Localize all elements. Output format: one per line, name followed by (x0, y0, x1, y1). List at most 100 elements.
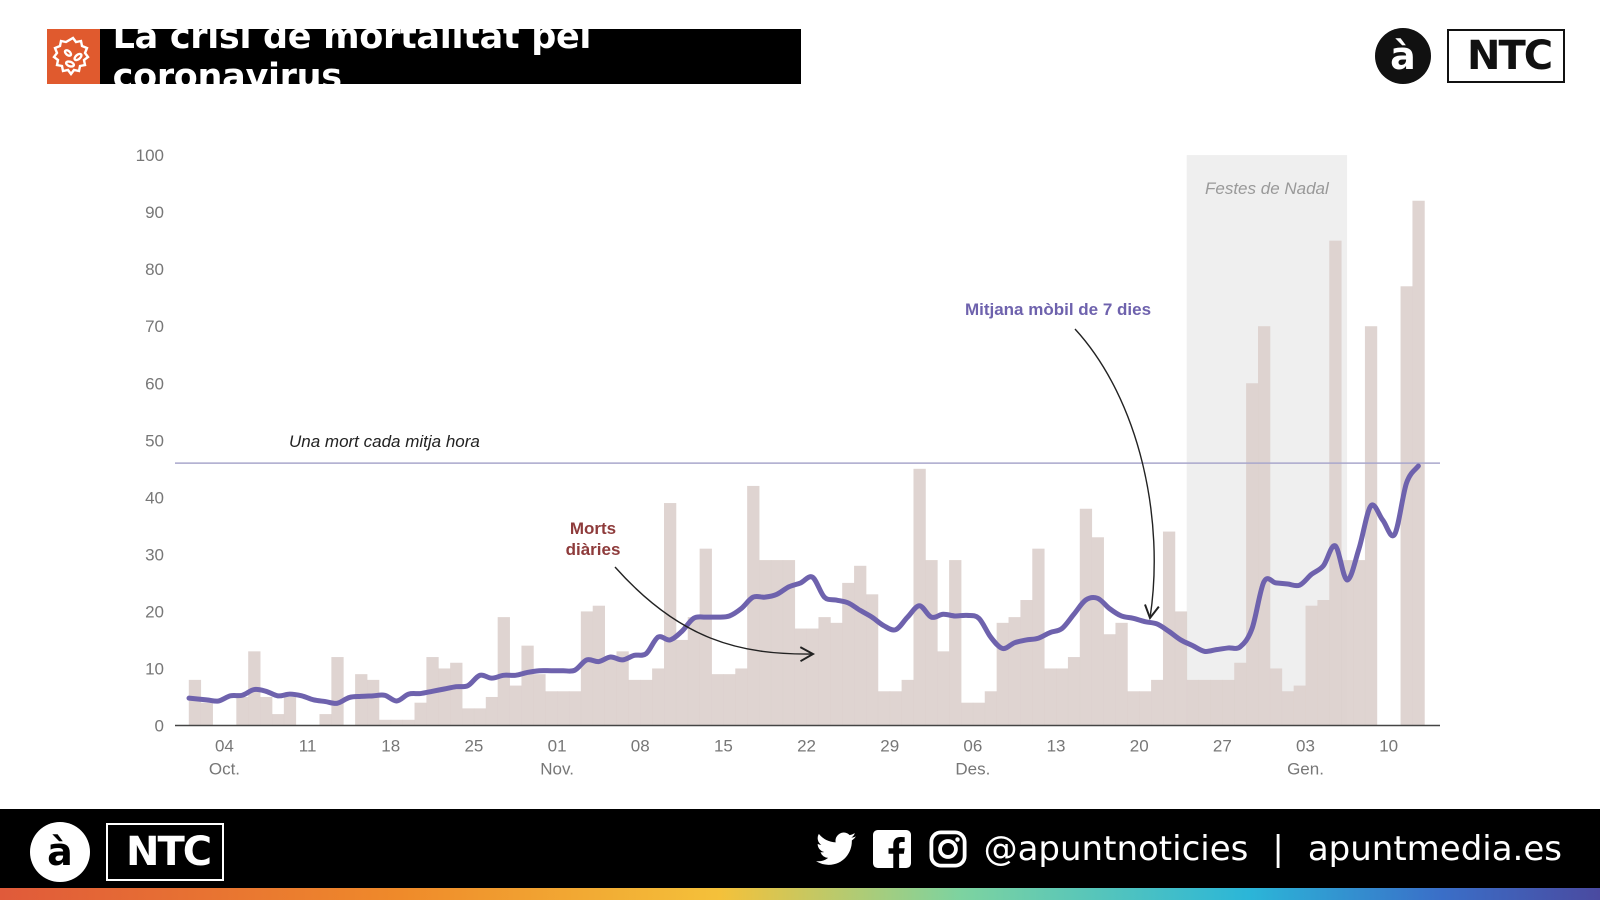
bar (889, 691, 902, 726)
bar (1281, 691, 1295, 726)
y-tick-label: 40 (145, 488, 164, 507)
bar (592, 605, 605, 726)
bar (699, 548, 712, 726)
bar (1020, 600, 1033, 726)
annotation-arrow-bars (614, 566, 816, 663)
bar (1258, 326, 1271, 726)
bar (1091, 537, 1104, 726)
bar (604, 657, 617, 726)
bar (1341, 560, 1354, 726)
bar (1056, 668, 1069, 726)
reference-line-label: Una mort cada mitja hora (289, 432, 480, 451)
bar (1198, 679, 1211, 726)
y-tick-label: 50 (145, 431, 164, 450)
bar (675, 639, 689, 726)
bar (1127, 691, 1140, 726)
bar (794, 628, 807, 726)
bar (283, 696, 297, 726)
bar (901, 679, 914, 726)
bar (331, 657, 344, 726)
bar (711, 674, 724, 726)
bar (1067, 657, 1081, 726)
bar (319, 714, 332, 726)
twitter-icon[interactable] (815, 829, 856, 869)
bar (1222, 679, 1235, 726)
bar (568, 691, 582, 726)
bar (509, 685, 522, 726)
x-tick-label: 29 (880, 737, 899, 756)
y-tick-label: 10 (145, 659, 164, 678)
bar (818, 617, 831, 726)
bar (497, 617, 510, 726)
brand-logo: à NTC (1375, 28, 1566, 84)
y-tick-label: 100 (136, 146, 164, 165)
x-tick-label: 03 (1296, 737, 1315, 756)
x-tick-label: 13 (1047, 737, 1066, 756)
bar (1293, 685, 1306, 726)
x-tick-label: 15 (714, 737, 733, 756)
bar (1186, 679, 1199, 726)
bar (1269, 668, 1283, 726)
bar (972, 702, 986, 726)
x-tick-label: 11 (299, 737, 317, 756)
bar (865, 594, 879, 726)
bar (580, 611, 594, 726)
bar (402, 719, 415, 726)
bar (1079, 508, 1093, 726)
facebook-icon[interactable] (872, 829, 912, 869)
bar (438, 668, 451, 726)
bars-series-label-2: diàries (566, 540, 621, 559)
bar (1210, 679, 1223, 726)
bar (652, 668, 665, 726)
bar (200, 702, 213, 726)
y-tick-label: 80 (145, 260, 164, 279)
y-tick-label: 0 (155, 717, 164, 736)
y-tick-label: 60 (145, 374, 164, 393)
bar (913, 468, 926, 726)
bar (961, 702, 974, 726)
bar (1174, 611, 1188, 726)
footer-bar: à NTC @apuntnoticies | apuntmedia.es (0, 809, 1600, 889)
title-banner: La crisi de mortalitat pel coronavirus (47, 17, 801, 97)
line-series-label: Mitjana mòbil de 7 dies (965, 300, 1151, 319)
x-tick-month-label: Nov. (540, 760, 574, 779)
social-handle[interactable]: @apuntnoticies (983, 829, 1249, 869)
bar (1364, 326, 1378, 726)
y-tick-label: 20 (145, 602, 164, 621)
bar (1400, 286, 1413, 726)
bar (640, 679, 653, 726)
x-tick-month-label: Des. (955, 760, 990, 779)
bar (1317, 600, 1330, 726)
moving-average-line (186, 463, 1421, 706)
separator: | (1272, 829, 1284, 869)
bar (687, 617, 701, 726)
bar (1329, 240, 1342, 726)
social-links: @apuntnoticies | apuntmedia.es (815, 809, 1562, 889)
bar (830, 622, 843, 726)
bar (1103, 634, 1116, 726)
bar (557, 691, 570, 726)
x-tick-label: 06 (963, 737, 982, 756)
x-tick-label: 25 (464, 737, 483, 756)
bar (854, 565, 867, 726)
website-link[interactable]: apuntmedia.es (1307, 829, 1562, 869)
instagram-icon[interactable] (928, 829, 968, 869)
bar (770, 560, 784, 726)
x-tick-label: 18 (381, 737, 400, 756)
x-tick-label: 10 (1379, 737, 1398, 756)
bars-series-label-1: Morts (570, 519, 616, 538)
bar (414, 702, 427, 726)
bar (996, 622, 1009, 726)
x-tick-label: 27 (1213, 737, 1232, 756)
bar (271, 714, 285, 726)
rainbow-strip (0, 888, 1600, 900)
bar (937, 651, 950, 726)
apunt-logo-circle: à (30, 822, 90, 882)
y-tick-label: 70 (145, 317, 164, 336)
bar (1008, 617, 1021, 726)
bar (260, 696, 273, 726)
bar (628, 679, 641, 726)
bar (925, 560, 938, 726)
annotation-arrow-line (1074, 328, 1160, 620)
bar (521, 645, 534, 726)
